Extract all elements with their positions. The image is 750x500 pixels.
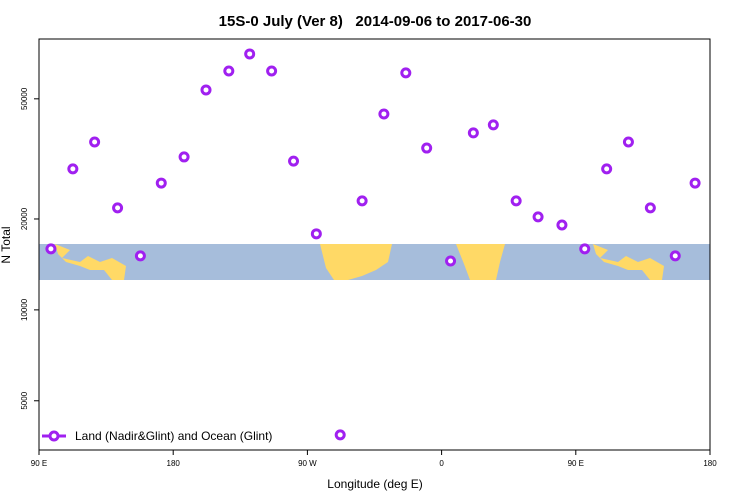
x-tick-label: 180 — [167, 459, 181, 468]
y-tick-label: 50000 — [20, 87, 29, 110]
point — [510, 195, 522, 207]
point — [378, 108, 390, 120]
point — [669, 250, 681, 262]
point — [200, 84, 212, 96]
point — [334, 429, 346, 441]
point — [356, 195, 368, 207]
x-tick-label: 90 W — [298, 459, 317, 468]
point — [155, 177, 167, 189]
y-tick-label: 5000 — [20, 391, 29, 409]
point — [89, 136, 101, 148]
point — [421, 142, 433, 154]
point — [288, 155, 300, 167]
point — [556, 219, 568, 231]
point — [532, 211, 544, 223]
point — [467, 127, 479, 139]
point — [579, 243, 591, 255]
y-tick-label: 10000 — [20, 298, 29, 321]
point — [622, 136, 634, 148]
point — [67, 163, 79, 175]
point — [689, 177, 701, 189]
point — [601, 163, 613, 175]
point — [178, 151, 190, 163]
point — [244, 48, 256, 60]
legend: Land (Nadir&Glint) and Ocean (Glint) — [42, 429, 272, 443]
x-tick-label: 0 — [439, 459, 444, 468]
y-axis-label: N Total — [0, 226, 13, 263]
map-band — [39, 244, 710, 280]
x-tick-label: 90 E — [31, 459, 47, 468]
point — [445, 255, 457, 267]
point — [487, 119, 499, 131]
point — [266, 65, 278, 77]
point — [310, 228, 322, 240]
point — [223, 65, 235, 77]
x-tick-label: 90 E — [568, 459, 584, 468]
point — [134, 250, 146, 262]
x-tick-label: 180 — [703, 459, 717, 468]
point — [644, 202, 656, 214]
chart-title: 15S-0 July (Ver 8) 2014-09-06 to 2017-06… — [219, 13, 532, 30]
point — [45, 243, 57, 255]
point — [400, 67, 412, 79]
point — [112, 202, 124, 214]
legend-label: Land (Nadir&Glint) and Ocean (Glint) — [75, 429, 272, 443]
legend-marker — [48, 430, 60, 442]
plot-frame — [38, 38, 711, 451]
y-tick-label: 20000 — [20, 207, 29, 230]
x-axis-label: Longitude (deg E) — [327, 477, 422, 491]
